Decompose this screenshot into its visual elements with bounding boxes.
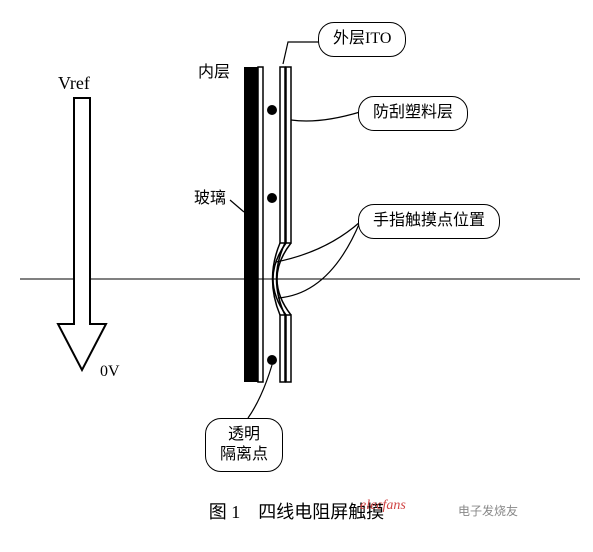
glass-layer — [244, 67, 258, 382]
watermark-elecfans: elecfans — [360, 498, 406, 514]
touchscreen-diagram: Vref 0V 内层 玻璃 外层ITO 防刮塑料层 手指触摸点位置 透明 隔离点… — [0, 0, 593, 552]
caption-text: 图 1 四线电阻屏触摸 — [209, 502, 385, 522]
spacer-text-2: 隔离点 — [220, 446, 268, 463]
plastic-layer-top — [286, 67, 291, 243]
spacer-callout: 透明 隔离点 — [205, 418, 283, 472]
spacer-dot — [267, 105, 277, 115]
vref-arrow — [58, 98, 106, 370]
inner-ito-layer — [258, 67, 263, 382]
inner-layer-label: 内层 — [198, 58, 230, 82]
plastic-layer-bottom — [286, 315, 291, 382]
spacer-dot — [267, 355, 277, 365]
spacer-text-1: 透明 — [228, 426, 260, 443]
outer-ito-layer-bottom — [280, 315, 285, 382]
outer-ito-layer-top — [280, 67, 285, 243]
leader-touch-1 — [276, 222, 360, 262]
glass-label: 玻璃 — [194, 184, 226, 208]
spacer-dot — [267, 193, 277, 203]
leader-plastic — [291, 112, 360, 121]
touch-callout: 手指触摸点位置 — [358, 204, 500, 239]
zero-v-label: 0V — [100, 363, 120, 381]
touch-text: 手指触摸点位置 — [373, 212, 485, 229]
watermark-cn: 电子发烧友 — [458, 502, 518, 519]
outer-ito-callout: 外层ITO — [318, 22, 406, 57]
leader-glass — [230, 200, 244, 212]
plastic-callout: 防刮塑料层 — [358, 96, 468, 131]
outer-ito-text: 外层ITO — [333, 30, 391, 47]
vref-label: Vref — [58, 73, 90, 94]
leader-outer-ito — [283, 42, 320, 64]
plastic-text: 防刮塑料层 — [373, 104, 453, 121]
